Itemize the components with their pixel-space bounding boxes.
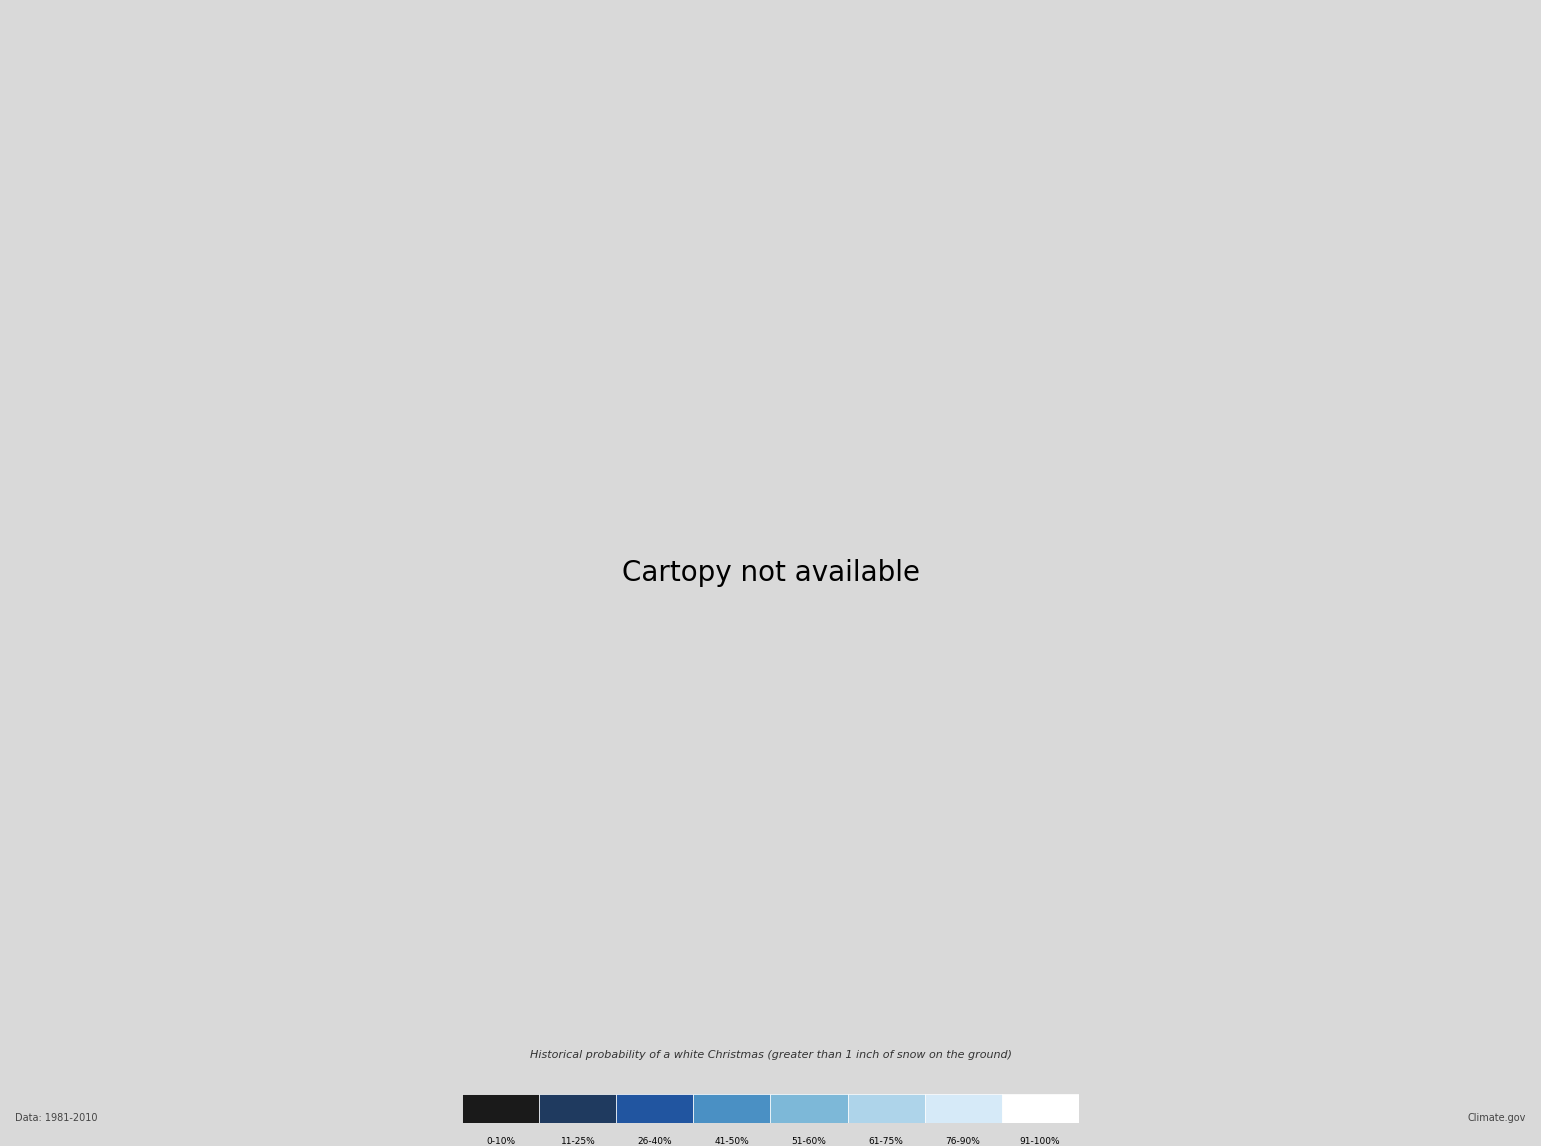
Text: 0-10%: 0-10%	[487, 1137, 515, 1146]
Text: 11-25%: 11-25%	[561, 1137, 595, 1146]
Text: 41-50%: 41-50%	[715, 1137, 749, 1146]
Text: Climate.gov: Climate.gov	[1467, 1113, 1526, 1123]
Text: Historical probability of a white Christmas (greater than 1 inch of snow on the : Historical probability of a white Christ…	[530, 1050, 1011, 1060]
Text: 61-75%: 61-75%	[869, 1137, 903, 1146]
FancyBboxPatch shape	[539, 1094, 616, 1123]
Text: 26-40%: 26-40%	[638, 1137, 672, 1146]
FancyBboxPatch shape	[925, 1094, 1002, 1123]
Text: Data: 1981-2010: Data: 1981-2010	[15, 1113, 99, 1123]
Text: Cartopy not available: Cartopy not available	[621, 559, 920, 587]
Text: 91-100%: 91-100%	[1020, 1137, 1060, 1146]
Text: 51-60%: 51-60%	[792, 1137, 826, 1146]
FancyBboxPatch shape	[462, 1094, 539, 1123]
FancyBboxPatch shape	[693, 1094, 770, 1123]
Text: 76-90%: 76-90%	[946, 1137, 980, 1146]
FancyBboxPatch shape	[848, 1094, 925, 1123]
FancyBboxPatch shape	[1002, 1094, 1079, 1123]
FancyBboxPatch shape	[616, 1094, 693, 1123]
FancyBboxPatch shape	[770, 1094, 848, 1123]
